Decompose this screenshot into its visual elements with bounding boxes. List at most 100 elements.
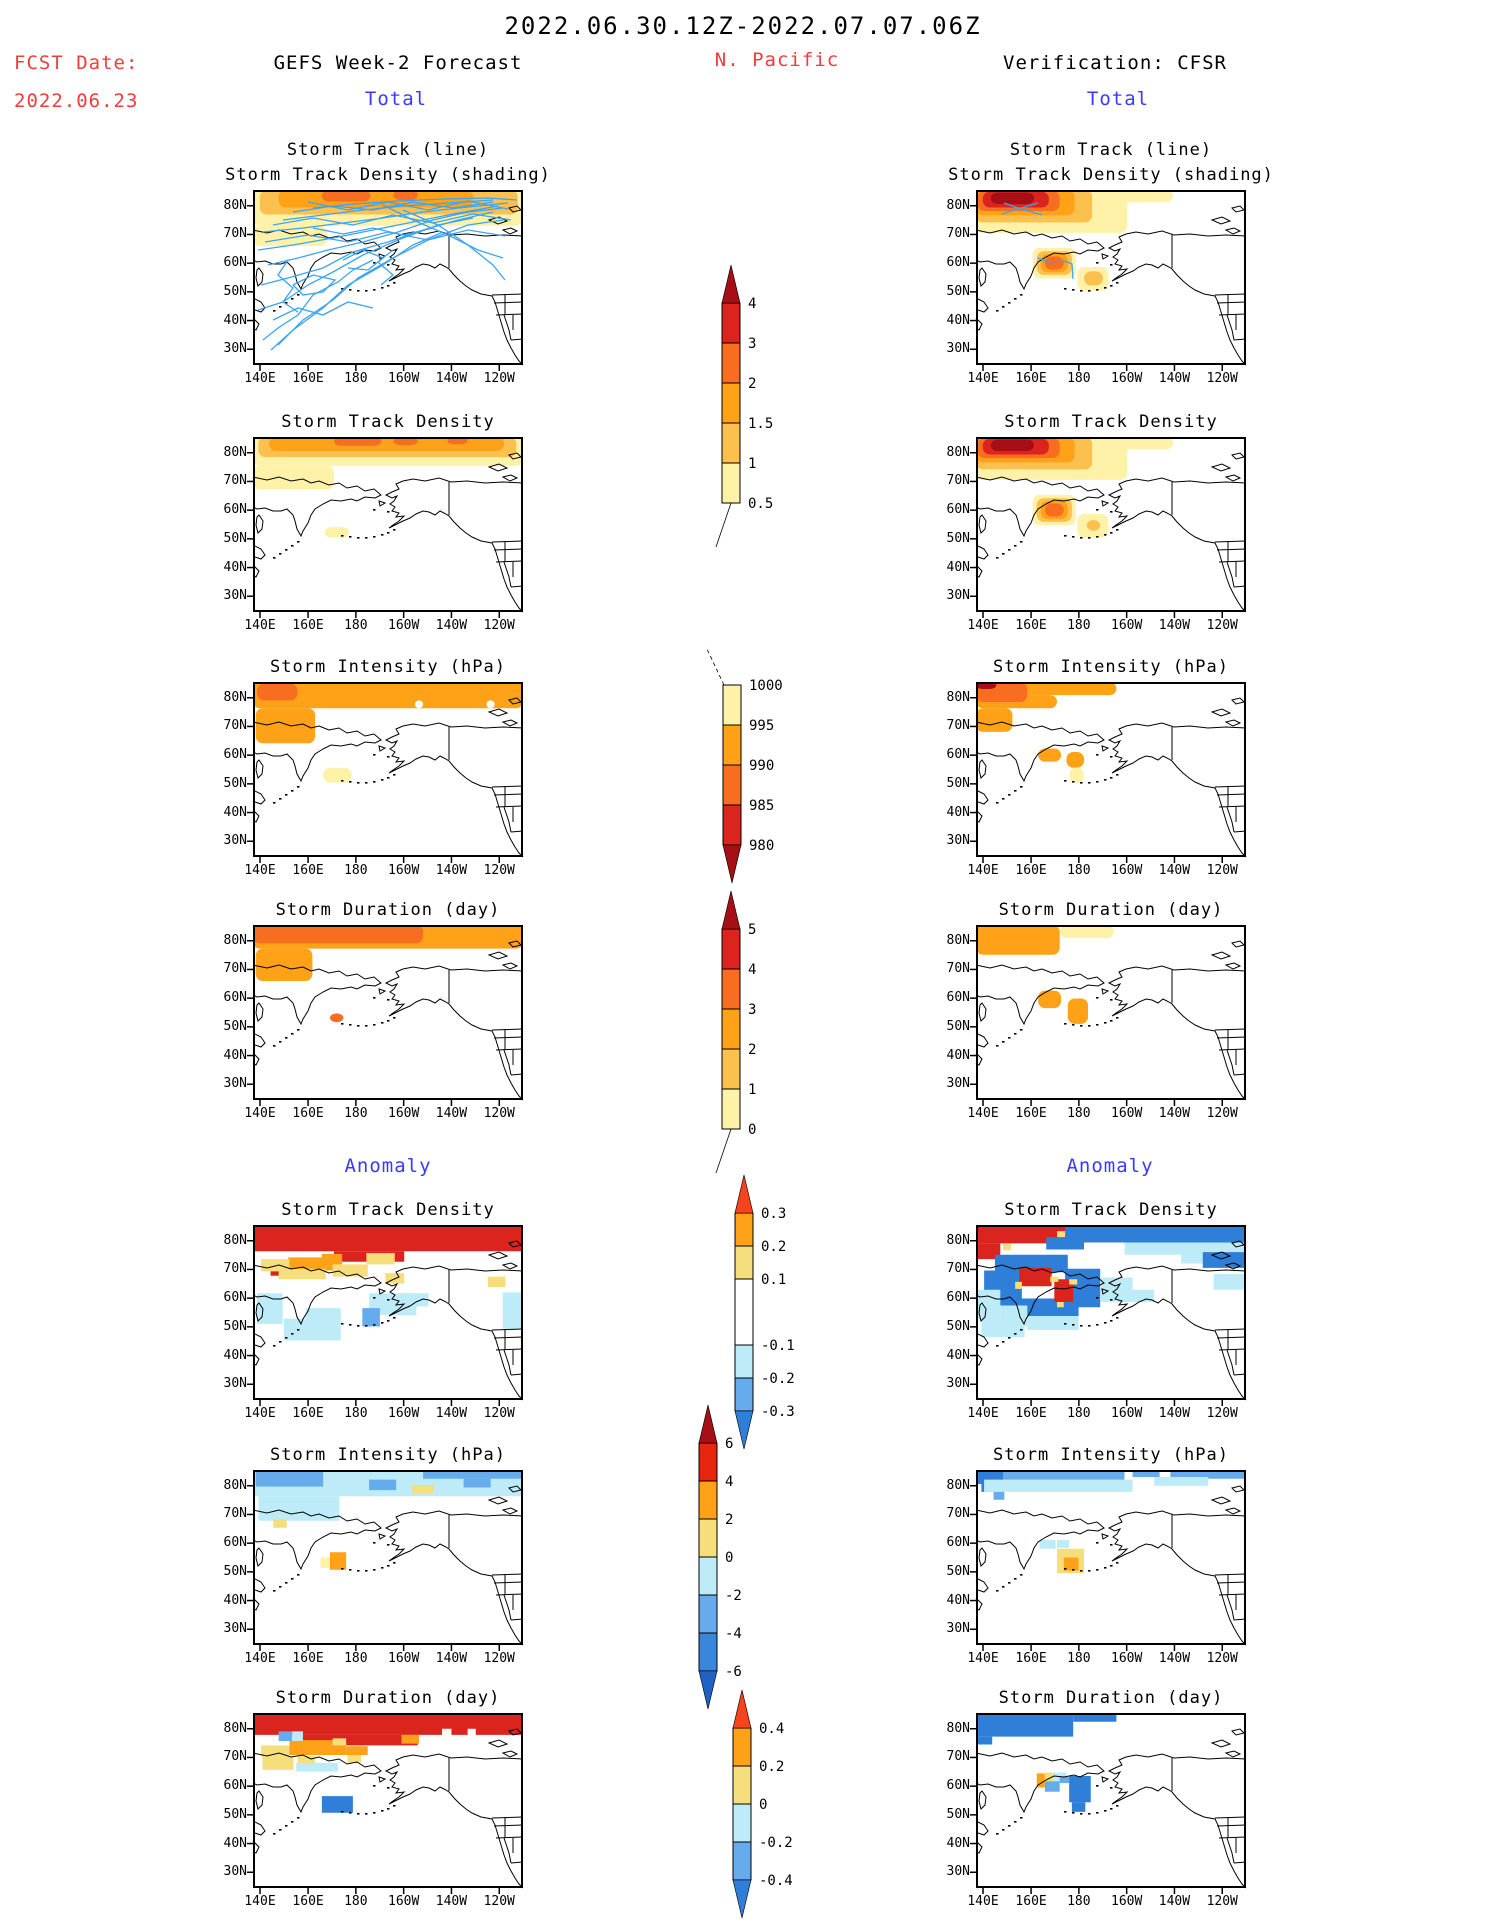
colorbar-label: 0.3 xyxy=(761,1206,786,1222)
lat-label: 80N xyxy=(223,444,247,460)
map-canvas-cfsr-density-anom xyxy=(970,1225,1247,1406)
coastline xyxy=(503,314,512,341)
colorbar-label: 980 xyxy=(749,838,774,854)
coastline xyxy=(255,1547,264,1567)
storm-track-line xyxy=(277,259,299,313)
island-dot xyxy=(1110,1808,1113,1810)
colorbar-segment xyxy=(734,1212,754,1247)
storm-track-line xyxy=(1001,202,1039,215)
coastline xyxy=(252,1820,266,1836)
lon-label: 140W xyxy=(1158,1106,1191,1121)
panel-title: Storm Track Density xyxy=(1004,412,1218,432)
coastline xyxy=(491,785,524,788)
coastline xyxy=(975,721,1105,783)
lat-label: 60N xyxy=(223,990,247,1006)
coastline xyxy=(975,476,1105,538)
island-dot xyxy=(1020,1574,1023,1576)
lon-label: 140E xyxy=(967,1894,999,1909)
coastline xyxy=(378,1533,387,1540)
island-dot xyxy=(1104,1810,1107,1812)
shading-region xyxy=(332,1264,368,1277)
shading-region xyxy=(1039,1540,1056,1549)
island-dot xyxy=(1096,997,1099,999)
island-dot xyxy=(1116,1017,1119,1019)
lon-label: 180 xyxy=(344,1651,368,1666)
shading-region xyxy=(984,1479,1133,1492)
colorbar-segment xyxy=(734,1377,754,1412)
colorbar-segment xyxy=(721,968,741,1010)
coastline xyxy=(378,500,387,507)
lon-label: 140W xyxy=(1158,863,1191,878)
colorbar-label: 6 xyxy=(725,1436,733,1452)
island-dot xyxy=(1096,1785,1099,1787)
lon-label: 140W xyxy=(435,618,468,633)
lon-label: 160E xyxy=(292,1406,324,1421)
colorbar-segment xyxy=(721,342,741,384)
lon-label: 140E xyxy=(244,1406,276,1421)
island-dot xyxy=(381,1567,384,1569)
lat-label: 70N xyxy=(946,718,970,734)
shading-region xyxy=(1044,256,1064,270)
colorbar-segment xyxy=(722,684,742,726)
shading-region xyxy=(324,527,349,538)
island-dot xyxy=(1110,511,1113,513)
coastline xyxy=(501,227,519,235)
coastline xyxy=(495,1048,524,1051)
island-dot xyxy=(297,1029,300,1031)
coastline xyxy=(255,1790,264,1810)
coastline xyxy=(491,293,524,296)
lat-label: 30N xyxy=(946,1621,970,1637)
lat-label: 70N xyxy=(946,1261,970,1277)
colorbar-label: -4 xyxy=(725,1626,742,1642)
colorbar-label: -0.1 xyxy=(761,1338,795,1354)
lon-label: 120W xyxy=(1206,863,1238,878)
lat-label: 40N xyxy=(223,559,247,575)
coastline xyxy=(1210,1251,1232,1260)
island-dot xyxy=(1002,1586,1005,1588)
lon-label: 140E xyxy=(967,863,999,878)
island-dot xyxy=(365,1325,368,1327)
shading-region xyxy=(346,1746,368,1755)
island-dot xyxy=(996,1345,999,1347)
island-dot xyxy=(373,1297,376,1299)
lat-label: 80N xyxy=(946,1477,970,1493)
colorbar-arrow-up xyxy=(734,1174,754,1214)
lon-label: 160E xyxy=(1015,1651,1047,1666)
colorbar-label: 0 xyxy=(725,1550,733,1566)
coastline xyxy=(978,1002,987,1022)
lon-label: 160E xyxy=(1015,618,1047,633)
island-dot xyxy=(393,1562,396,1564)
island-dot xyxy=(349,1569,352,1571)
shading-region xyxy=(332,1738,347,1746)
island-dot xyxy=(1014,1821,1017,1823)
storm-track-line xyxy=(1003,202,1043,216)
coastline xyxy=(384,477,524,613)
island-dot xyxy=(1096,1812,1099,1814)
colorbar-segment xyxy=(722,804,742,846)
island-dot xyxy=(1116,1805,1119,1807)
colorbar-cb3: 5 4 3 2 1 0 xyxy=(715,890,756,1174)
lat-label: 70N xyxy=(946,226,970,242)
map-border xyxy=(253,437,523,612)
shading-region xyxy=(347,1755,361,1763)
lon-label: 160E xyxy=(292,863,324,878)
storm-track-line xyxy=(307,200,509,211)
island-dot xyxy=(387,999,390,1001)
island-dot xyxy=(1014,1033,1017,1035)
shading-region xyxy=(253,682,523,709)
colorbar-arrow-up xyxy=(721,890,741,930)
island-dot xyxy=(1110,1299,1113,1301)
colorbar-label: 4 xyxy=(748,962,756,978)
lon-label: 160W xyxy=(1111,863,1143,878)
lon-label: 120W xyxy=(1206,371,1238,386)
lon-label: 160E xyxy=(292,1651,324,1666)
island-dot xyxy=(1110,756,1113,758)
fcst-date-label: FCST Date: xyxy=(14,52,139,74)
island-dot xyxy=(381,287,384,289)
coastline xyxy=(378,1776,387,1783)
coastline xyxy=(1216,1336,1247,1339)
island-dot xyxy=(1020,541,1023,543)
lon-label: 180 xyxy=(344,1894,368,1909)
shading-region xyxy=(1050,1276,1059,1282)
island-dot xyxy=(365,290,368,292)
